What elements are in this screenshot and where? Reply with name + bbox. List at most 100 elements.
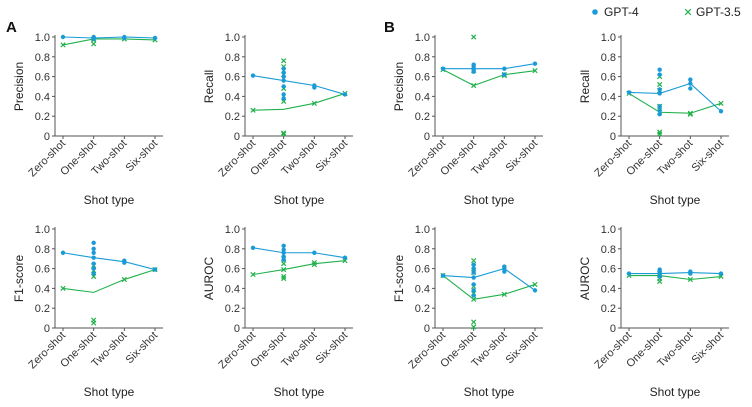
series-line-gpt4 xyxy=(629,272,722,275)
gpt4-point xyxy=(312,250,317,255)
y-tick-label: 0 xyxy=(44,131,50,143)
series-line-gpt35 xyxy=(62,38,156,46)
x-tick-label: Six-shot xyxy=(124,138,161,175)
gpt35-point xyxy=(60,42,66,48)
y-tick-label: 0.6 xyxy=(415,72,430,84)
x-axis-label: Shot type xyxy=(274,385,325,399)
y-tick-label: 0 xyxy=(424,131,430,143)
y-tick-label: 0.8 xyxy=(601,52,616,64)
gpt4-point xyxy=(312,83,317,88)
y-tick-label: 0.2 xyxy=(225,303,240,315)
x-axis-label: Shot type xyxy=(274,193,325,207)
gpt35-point xyxy=(718,100,724,106)
y-tick-label: 0.4 xyxy=(225,283,240,295)
gpt4-point xyxy=(657,72,662,77)
series-line-gpt35 xyxy=(442,275,536,300)
gpt35-point xyxy=(91,41,97,47)
x-tick-label: Six-shot xyxy=(124,330,161,367)
x-tick-label: Six-shot xyxy=(314,330,351,367)
gpt35-point xyxy=(311,100,317,106)
y-tick-label: 0.2 xyxy=(601,111,616,123)
y-tick-label: 0.6 xyxy=(225,72,240,84)
gpt4-point xyxy=(342,255,348,260)
x-tick-label: Six-shot xyxy=(690,330,727,367)
y-tick-label: 1.0 xyxy=(35,32,50,44)
series-line-gpt4 xyxy=(442,267,536,291)
series-line-gpt35 xyxy=(628,92,722,114)
gpt35-point xyxy=(281,261,287,267)
gpt4-point xyxy=(440,273,446,278)
gpt4-point xyxy=(502,66,507,71)
y-tick-label: 0.6 xyxy=(601,264,616,276)
chart-grid: 00.20.40.60.81.0Zero-shotOne-shotTwo-sho… xyxy=(12,32,729,399)
series-line-gpt4 xyxy=(252,75,346,95)
x-tick-label: Six-shot xyxy=(690,138,727,175)
gpt4-point xyxy=(626,90,632,95)
gpt35-point xyxy=(471,34,477,40)
y-axis-label: AUROC xyxy=(578,257,592,301)
legend-gpt4-marker xyxy=(592,9,598,15)
y-tick-label: 0.6 xyxy=(35,264,50,276)
y-axis-label: Precision xyxy=(392,62,406,111)
y-axis-label: F1-score xyxy=(12,255,26,303)
y-axis-label: Recall xyxy=(578,70,592,103)
gpt4-point xyxy=(657,108,662,113)
gpt35-point xyxy=(250,107,256,113)
gpt4-point xyxy=(688,77,693,82)
gpt35-point xyxy=(281,273,287,280)
gpt35-point xyxy=(311,262,317,268)
gpt35-point xyxy=(687,111,693,117)
gpt4-point xyxy=(718,271,724,276)
gpt4-point xyxy=(688,86,693,91)
y-tick-label: 0.4 xyxy=(225,91,240,103)
gpt4-point xyxy=(657,267,662,272)
series-line-gpt35 xyxy=(252,260,346,276)
series-line-gpt35 xyxy=(442,69,536,87)
y-tick-label: 0 xyxy=(610,131,616,143)
y-tick-label: 1.0 xyxy=(35,224,50,236)
subplot-b-auroc: 00.20.40.60.81.0Zero-shotOne-shotTwo-sho… xyxy=(578,224,729,399)
subplot-a-auroc: 00.20.40.60.81.0Zero-shotOne-shotTwo-sho… xyxy=(202,224,353,399)
gpt35-point xyxy=(60,285,66,292)
gpt4-point xyxy=(657,67,662,72)
gpt4-point xyxy=(91,261,96,266)
gpt4-point xyxy=(471,62,476,67)
gpt4-point xyxy=(60,34,66,40)
gpt4-point xyxy=(440,66,446,71)
y-tick-label: 0 xyxy=(44,323,50,335)
gpt35-point xyxy=(471,82,477,89)
y-tick-label: 0.8 xyxy=(225,244,240,256)
y-tick-label: 0.4 xyxy=(35,91,50,103)
gpt4-point xyxy=(281,96,286,101)
gpt4-point xyxy=(657,87,662,92)
legend-gpt35-marker xyxy=(684,8,692,16)
y-axis-label: AUROC xyxy=(202,257,216,301)
gpt4-point xyxy=(471,270,476,275)
y-tick-label: 0.6 xyxy=(225,264,240,276)
gpt35-point xyxy=(281,58,287,64)
x-axis-label: Shot type xyxy=(84,193,135,207)
series-line-gpt4 xyxy=(628,82,722,112)
legend-gpt4-label: GPT-4 xyxy=(604,5,639,19)
y-tick-label: 0.8 xyxy=(415,52,430,64)
gpt35-point xyxy=(657,81,663,88)
y-tick-label: 0.4 xyxy=(35,283,50,295)
gpt4-point xyxy=(281,74,286,79)
x-axis-label: Shot type xyxy=(464,385,515,399)
y-tick-label: 1.0 xyxy=(415,32,430,44)
gpt35-point xyxy=(657,129,663,135)
y-tick-label: 0 xyxy=(424,323,430,335)
y-tick-label: 0.2 xyxy=(601,303,616,315)
gpt4-point xyxy=(91,250,96,255)
gpt4-point xyxy=(657,104,662,109)
series-line-gpt4 xyxy=(62,36,156,39)
y-tick-label: 0.4 xyxy=(601,283,616,295)
legend-gpt35-label: GPT-3.5 xyxy=(696,5,741,19)
gpt4-point xyxy=(626,271,632,276)
gpt35-point xyxy=(532,281,538,288)
gpt4-point xyxy=(281,78,286,83)
y-tick-label: 0 xyxy=(610,323,616,335)
legend: GPT-4 GPT-3.5 xyxy=(592,5,741,19)
gpt4-point xyxy=(91,34,96,40)
gpt35-point xyxy=(471,296,477,302)
